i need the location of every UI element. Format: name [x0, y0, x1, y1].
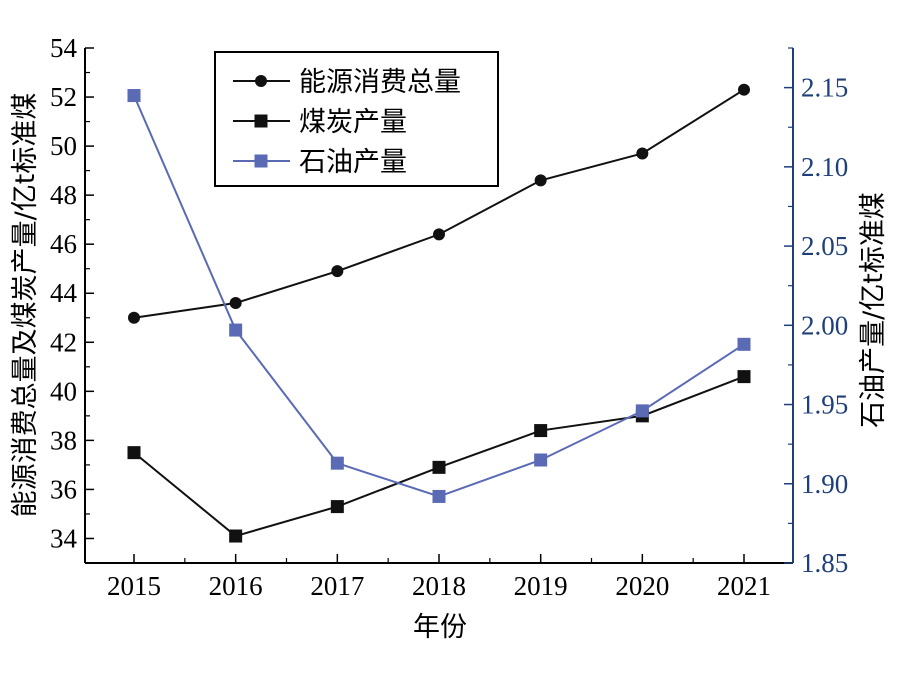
series-3 [127, 89, 751, 503]
series-line [133, 375, 745, 538]
data-point [127, 446, 141, 460]
data-point [331, 265, 344, 278]
y-left-tick-label: 40 [50, 376, 77, 406]
x-tick-label: 2015 [107, 571, 161, 601]
series-layer [127, 83, 751, 543]
data-point [432, 489, 446, 503]
data-point [330, 500, 344, 514]
data-point [330, 456, 344, 470]
data-point [128, 311, 140, 324]
y-left-tick-label: 42 [50, 327, 77, 357]
data-point [737, 370, 751, 384]
x-tick-label: 2019 [514, 571, 568, 601]
x-tick-label: 2018 [412, 571, 466, 601]
legend-label: 能源消费总量 [299, 67, 461, 98]
data-point [534, 424, 548, 438]
series-2 [127, 370, 751, 543]
y-left-tick-label: 36 [50, 474, 77, 504]
data-point [432, 460, 446, 474]
y-right-tick-label: 2.00 [801, 310, 848, 340]
x-tick-label: 2020 [615, 571, 669, 601]
y-right-tick-label: 1.90 [801, 469, 848, 499]
legend-item: 煤炭产量 [233, 107, 407, 138]
y-axis-title-left: 能源消费总量及煤炭产量/亿t标准煤 [10, 93, 41, 518]
y-left-tick-label: 54 [50, 33, 78, 63]
axes: 34 36 38 40 42 44 46 48 50 52 54 1.85 1.90 1.95 2.00 2.… [50, 33, 848, 601]
data-point [229, 529, 243, 543]
data-point [127, 89, 141, 103]
legend-item: 能源消费总量 [233, 67, 461, 98]
data-point [534, 174, 547, 187]
data-point [737, 337, 751, 351]
x-axis-title: 年份 [413, 612, 467, 643]
y-left-tick-label: 44 [50, 278, 78, 308]
data-point [433, 228, 445, 241]
y-left-tick-label: 46 [50, 229, 77, 259]
y-left-tick-label: 52 [50, 82, 77, 112]
y-axis-title-right: 石油产量/亿t标准煤 [858, 192, 889, 428]
legend-label: 石油产量 [299, 147, 407, 178]
legend-marker [254, 114, 268, 128]
series-1 [128, 83, 750, 324]
data-point [636, 147, 649, 160]
legend-label: 煤炭产量 [299, 107, 407, 138]
y-left-tick-label: 38 [50, 425, 77, 455]
y-right-tick-label: 2.05 [801, 231, 848, 261]
y-right-tick-label: 2.15 [801, 73, 848, 103]
data-point [635, 404, 649, 418]
legend-marker [254, 154, 268, 168]
y-right-tick-label: 1.85 [801, 548, 848, 578]
x-tick-label: 2016 [209, 571, 263, 601]
y-right-tick-label: 2.10 [801, 152, 848, 182]
y-right-tick-label: 1.95 [801, 390, 848, 420]
y-left-tick-label: 34 [50, 523, 78, 553]
legend-marker [255, 75, 267, 87]
y-left-tick-label: 50 [50, 131, 77, 161]
data-point [534, 453, 548, 467]
legend-item: 石油产量 [233, 147, 407, 178]
data-point [229, 323, 243, 337]
y-left-tick-label: 48 [50, 180, 77, 210]
x-tick-label: 2021 [717, 571, 771, 601]
data-point [738, 83, 750, 96]
x-tick-label: 2017 [310, 571, 364, 601]
data-point [229, 297, 242, 310]
